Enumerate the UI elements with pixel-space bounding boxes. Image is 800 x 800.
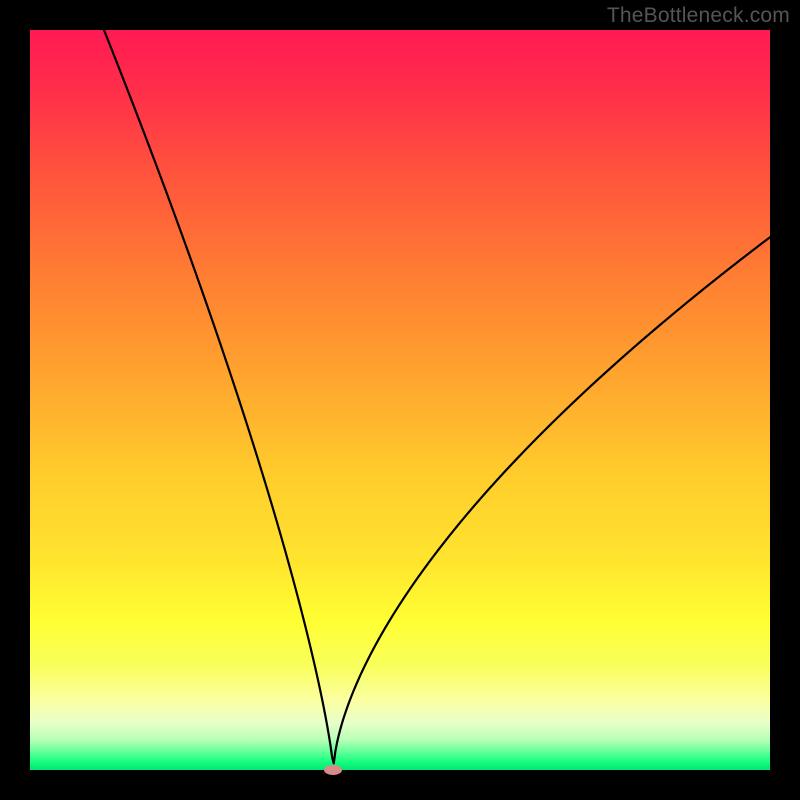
- watermark-text: TheBottleneck.com: [607, 4, 790, 28]
- gradient-background: [30, 30, 770, 770]
- chart-container: TheBottleneck.com: [0, 0, 800, 800]
- plot-area: [30, 30, 770, 770]
